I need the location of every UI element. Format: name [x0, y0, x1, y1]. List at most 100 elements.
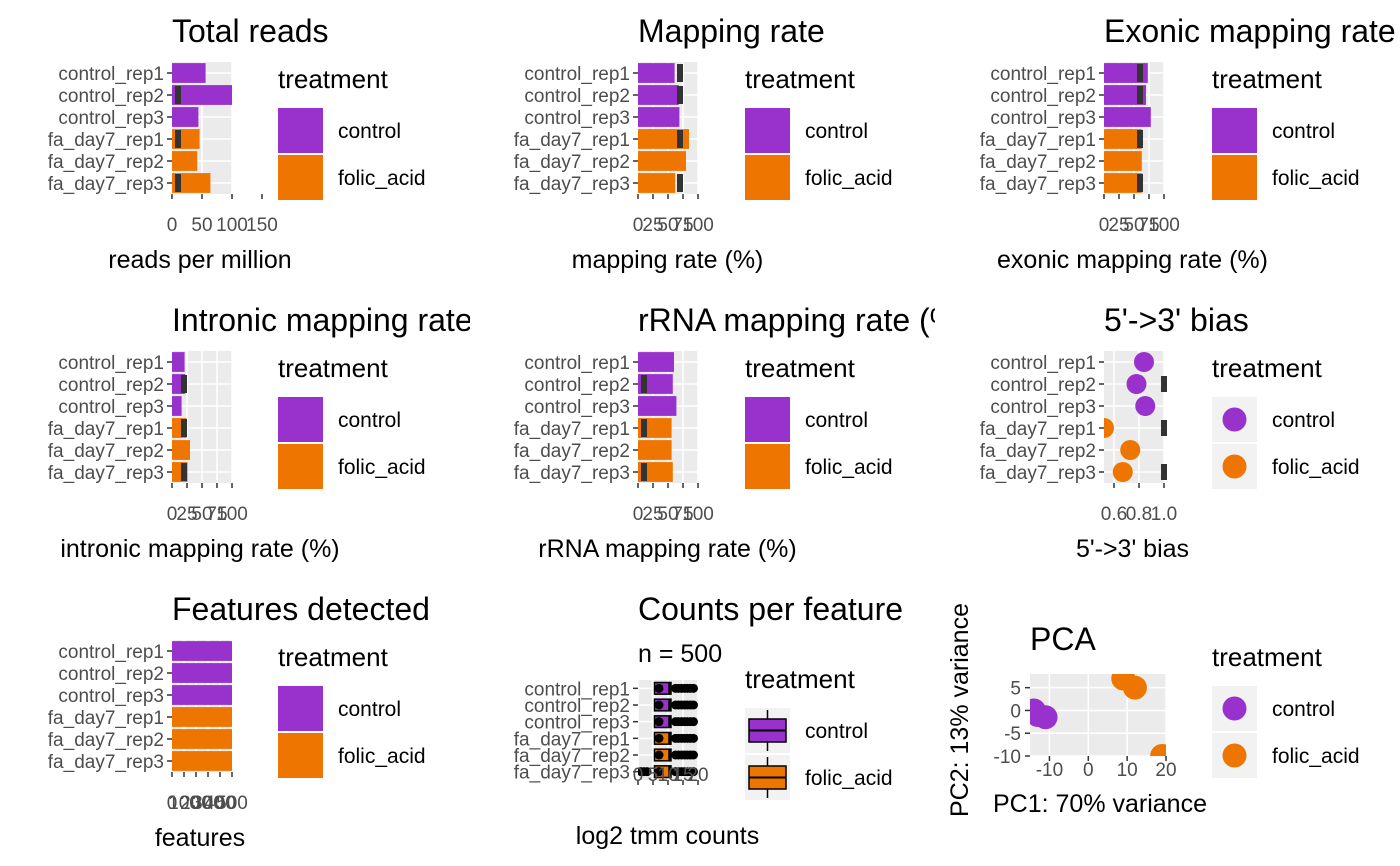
legend-label-folic_acid: folic_acid [338, 456, 426, 479]
legend-title: treatment [745, 353, 856, 383]
bar-fa_day7_rep2 [172, 440, 190, 460]
y-tick-label: control_rep3 [990, 397, 1096, 418]
legend-title: treatment [278, 64, 389, 94]
x-tick-label: 0 [633, 215, 644, 236]
x-tick-label: 75 [206, 504, 227, 525]
y-tick-label: fa_day7_rep1 [514, 729, 630, 750]
gridlines [1030, 674, 1167, 757]
chart-features: Features detectedcontrol_rep1control_rep… [48, 591, 430, 852]
reference-marker [1161, 420, 1167, 436]
x-tick-label: -10 [1036, 760, 1063, 781]
box-outlier [689, 750, 698, 760]
x-tick-label: 1.0 [1151, 504, 1177, 525]
y-tick-label: fa_day7_rep2 [48, 730, 164, 751]
pca-points [1030, 674, 1166, 756]
chart-total_reads: Total reads control_rep1control_rep2contr… [48, 13, 426, 274]
x-tick-label: 150 [246, 215, 278, 236]
legend-item-control: control [278, 686, 401, 731]
y-tick-label: fa_day7_rep3 [48, 463, 164, 484]
legend-key-swatch [1212, 108, 1257, 153]
panel-background [1104, 351, 1164, 483]
y-tick-label: fa_day7_rep2 [514, 152, 630, 173]
bar-control_rep1 [172, 63, 206, 83]
y-tick-label: fa_day7_rep3 [48, 174, 164, 195]
legend-label-control: control [805, 409, 868, 432]
box-outlier [654, 733, 664, 743]
dot-control_rep1 [1134, 352, 1154, 372]
legend-item-control: control [1212, 397, 1335, 442]
box-outlier [654, 767, 664, 777]
y-tick-label: fa_day7_rep2 [48, 441, 164, 462]
legend-key-dot [1222, 743, 1247, 768]
reference-marker [1137, 86, 1143, 104]
reference-marker [1161, 464, 1167, 480]
reference-marker [641, 419, 647, 437]
y-tick-label: control_rep3 [58, 397, 164, 418]
legend-key-swatch [745, 397, 790, 442]
reference-marker [1137, 174, 1143, 192]
y-tick-label: -10 [994, 747, 1021, 768]
x-axis-label: 5'->3' bias [1076, 535, 1189, 563]
chart-title: Total reads [172, 13, 329, 49]
reference-marker [175, 86, 181, 104]
y-tick-label: control_rep2 [524, 375, 630, 396]
y-tick-label: control_rep1 [524, 353, 630, 374]
y-tick-label: control_rep1 [58, 64, 164, 85]
legend-item-control: control [278, 397, 401, 442]
chart-intronic_rate: Intronic mapping rate (%) control_rep1con… [48, 302, 470, 563]
legend-key-dot [1222, 454, 1247, 479]
x-axis-label: rRNA mapping rate (%) [538, 535, 796, 563]
x-tick-label: 75 [672, 504, 693, 525]
y-tick-label: fa_day7_rep3 [48, 752, 164, 773]
bar-fa_day7_rep1 [1104, 129, 1142, 149]
box-fa_day7_rep3 [638, 765, 698, 779]
legend-item-folic_acid: folic_acid [1212, 155, 1360, 200]
legend-title: treatment [278, 642, 389, 672]
x-tick-label: 10 [1117, 760, 1138, 781]
y-tick-label: control_rep2 [990, 375, 1096, 396]
x-tick-label: 0 [633, 765, 644, 786]
x-tick-label: 0.6 [1101, 504, 1127, 525]
marks [638, 63, 689, 193]
x-axis-label: PC1: 70% variance [993, 790, 1207, 818]
legend-key-swatch [278, 444, 323, 489]
bar-control_rep1 [172, 352, 185, 372]
y-tick-label: fa_day7_rep1 [514, 130, 630, 151]
x-tick-label: 100 [216, 504, 248, 525]
reference-marker [641, 375, 647, 393]
y-tick-label: 0 [1010, 701, 1021, 722]
legend-item-control: control [1212, 108, 1335, 153]
legend-item-folic_acid: folic_acid [745, 755, 893, 800]
chart-title: Mapping rate [638, 13, 825, 49]
bar-control_rep3 [172, 685, 232, 705]
pca-point [1122, 675, 1147, 700]
marks [172, 352, 190, 482]
box-outlier [642, 767, 652, 777]
bar-fa_day7_rep3 [638, 173, 676, 193]
legend-label-control: control [338, 698, 401, 721]
x-tick-label: 20 [687, 765, 708, 786]
legend-label-control: control [1272, 698, 1335, 721]
chart-title: Exonic mapping rate (%) [1104, 13, 1400, 49]
chart-counts: Counts per feature n = 500 control_rep1con… [514, 591, 903, 850]
legend-item-folic_acid: folic_acid [1212, 444, 1360, 489]
y-tick-label: fa_day7_rep1 [514, 419, 630, 440]
y-tick-label: fa_day7_rep3 [980, 174, 1096, 195]
reference-marker [181, 375, 187, 393]
legend-title: treatment [745, 64, 856, 94]
legend-item-folic_acid: folic_acid [1212, 733, 1360, 778]
bar-control_rep3 [638, 396, 677, 416]
reference-marker [1137, 130, 1143, 148]
legend-item-control: control [1212, 686, 1335, 731]
box-outlier [654, 700, 664, 710]
reference-marker [1161, 376, 1167, 392]
y-tick-label: fa_day7_rep2 [514, 441, 630, 462]
chart-title: rRNA mapping rate (%) [638, 302, 969, 338]
legend-label-control: control [1272, 120, 1335, 143]
x-tick-label: 100 [682, 215, 714, 236]
x-tick-label: 75 [1138, 215, 1159, 236]
dot-fa_day7_rep2 [1120, 440, 1141, 460]
x-tick-label: 300 [192, 793, 224, 814]
chart-mapping_rate: Mapping rate control_rep1control_rep2cont… [514, 13, 893, 274]
reference-marker [677, 130, 683, 148]
